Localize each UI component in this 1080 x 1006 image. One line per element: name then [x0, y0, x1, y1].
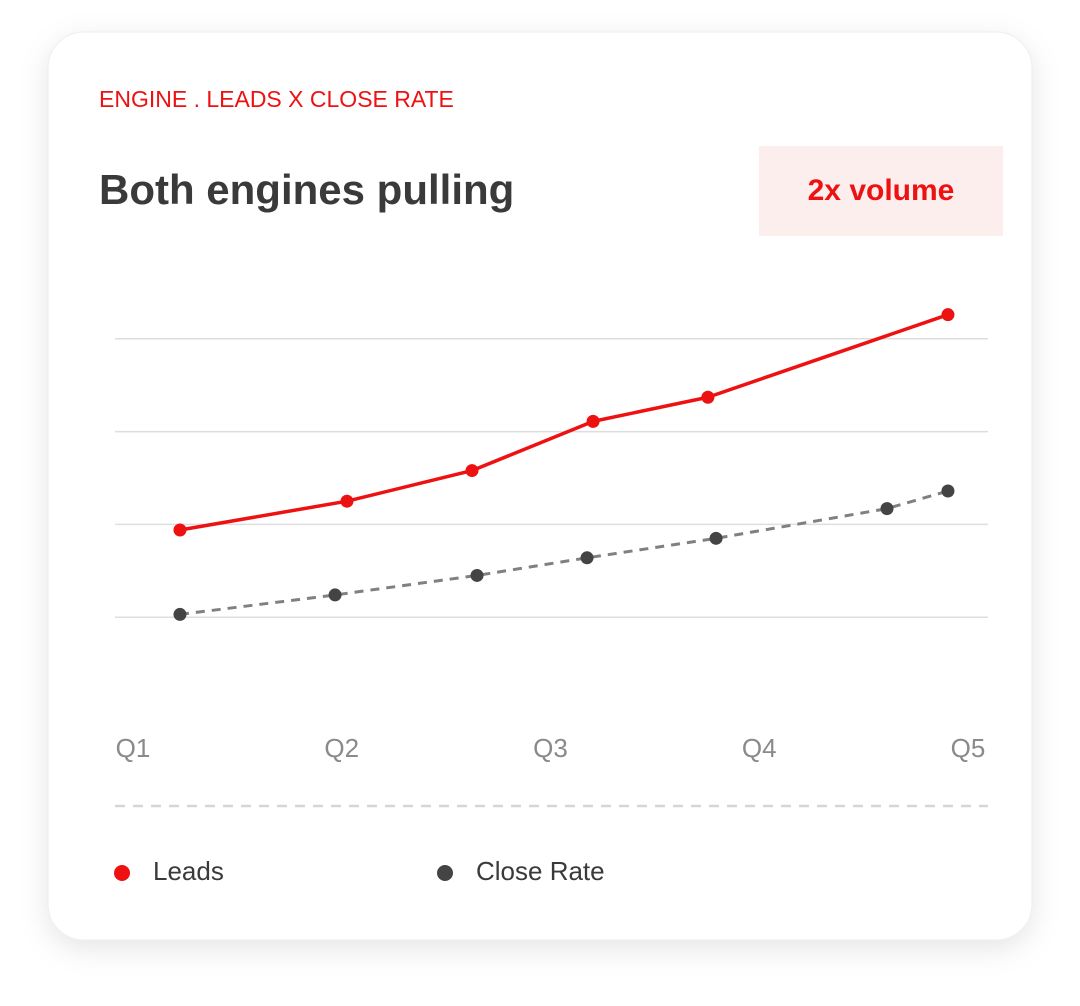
chart-title: Both engines pulling — [99, 166, 514, 213]
data-point — [340, 494, 354, 508]
series-line — [179, 313, 949, 532]
badge-bg — [759, 146, 1003, 236]
x-tick-label: Q5 — [951, 733, 986, 763]
legend-marker — [114, 865, 130, 881]
data-point — [701, 390, 715, 404]
legend-label: Close Rate — [476, 856, 605, 886]
badge: 2x volume — [808, 174, 955, 207]
data-point — [465, 464, 479, 478]
data-point — [586, 414, 600, 428]
legend-marker — [437, 865, 453, 881]
legend: Leads Close Rate — [114, 856, 605, 886]
legend-label: Leads — [153, 856, 224, 886]
card — [47, 31, 1033, 941]
data-point — [580, 551, 594, 565]
eyebrow: ENGINE . LEADS X CLOSE RATE — [99, 86, 454, 112]
x-tick-label: Q1 — [116, 733, 151, 763]
data-point — [941, 308, 955, 322]
data-point — [470, 568, 484, 582]
data-point — [709, 531, 723, 545]
x-tick-label: Q3 — [533, 733, 568, 763]
plot: Q1 Q2 Q3 Q4 Q5 — [115, 308, 988, 763]
data-point — [880, 502, 894, 516]
data-point — [941, 484, 955, 498]
data-point — [173, 607, 187, 621]
data-point — [173, 523, 187, 537]
x-tick-label: Q4 — [742, 733, 777, 763]
x-tick-label: Q2 — [324, 733, 359, 763]
data-point — [328, 588, 342, 602]
